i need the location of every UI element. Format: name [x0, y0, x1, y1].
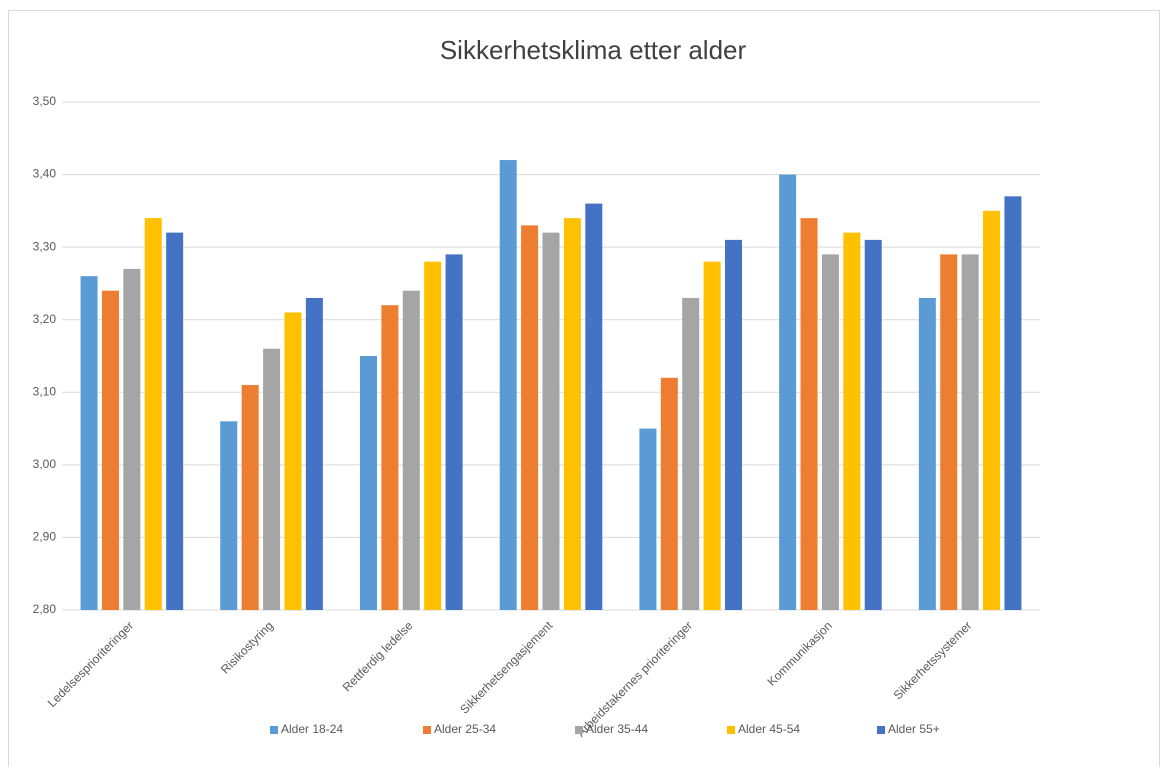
- bar: [703, 261, 721, 610]
- y-tick-label: 2,80: [33, 602, 57, 616]
- legend-swatch: [877, 726, 885, 734]
- bar: [80, 276, 98, 610]
- bar: [864, 239, 882, 610]
- bar: [542, 232, 560, 610]
- bar: [241, 385, 259, 610]
- bar: [424, 261, 442, 610]
- y-tick-label: 2,90: [33, 530, 57, 544]
- bar: [779, 174, 797, 611]
- bar: [305, 297, 323, 610]
- bar: [800, 218, 818, 610]
- legend-swatch: [727, 726, 735, 734]
- bar: [682, 297, 700, 610]
- y-tick-label: 3,10: [33, 384, 57, 398]
- bar: [263, 348, 281, 610]
- y-tick-label: 3,30: [33, 239, 57, 253]
- bar: [1004, 196, 1022, 611]
- bar: [101, 290, 119, 610]
- legend-swatch: [575, 726, 583, 734]
- bar: [402, 290, 420, 610]
- bar: [123, 268, 141, 610]
- bar: [563, 218, 581, 610]
- bar: [220, 421, 238, 610]
- bar: [843, 232, 861, 610]
- bar: [521, 225, 539, 610]
- y-tick-label: 3,20: [33, 312, 57, 326]
- bar: [639, 428, 657, 610]
- bar: [445, 254, 463, 610]
- bar: [585, 203, 603, 610]
- legend-label: Alder 25-34: [434, 722, 496, 736]
- legend-label: Alder 18-24: [281, 722, 343, 736]
- bar: [918, 297, 936, 610]
- bar: [381, 305, 399, 610]
- bar: [359, 356, 377, 610]
- bar: [144, 218, 162, 610]
- bar: [821, 254, 839, 610]
- bar: [961, 254, 979, 610]
- bar: [940, 254, 958, 610]
- y-tick-label: 3,00: [33, 457, 57, 471]
- legend-label: Alder 45-54: [738, 722, 800, 736]
- y-tick-label: 3,40: [33, 167, 57, 181]
- y-tick-label: 3,50: [33, 94, 57, 108]
- bar: [284, 312, 302, 610]
- bar: [660, 377, 678, 610]
- bar: [166, 232, 184, 610]
- chart-title: Sikkerhetsklima etter alder: [440, 35, 747, 65]
- legend-swatch: [423, 726, 431, 734]
- legend-swatch: [270, 726, 278, 734]
- bar: [983, 210, 1001, 610]
- legend-label: Alder 55+: [888, 722, 940, 736]
- bar: [499, 160, 517, 611]
- legend-label: Alder 35-44: [586, 722, 648, 736]
- bar: [725, 239, 743, 610]
